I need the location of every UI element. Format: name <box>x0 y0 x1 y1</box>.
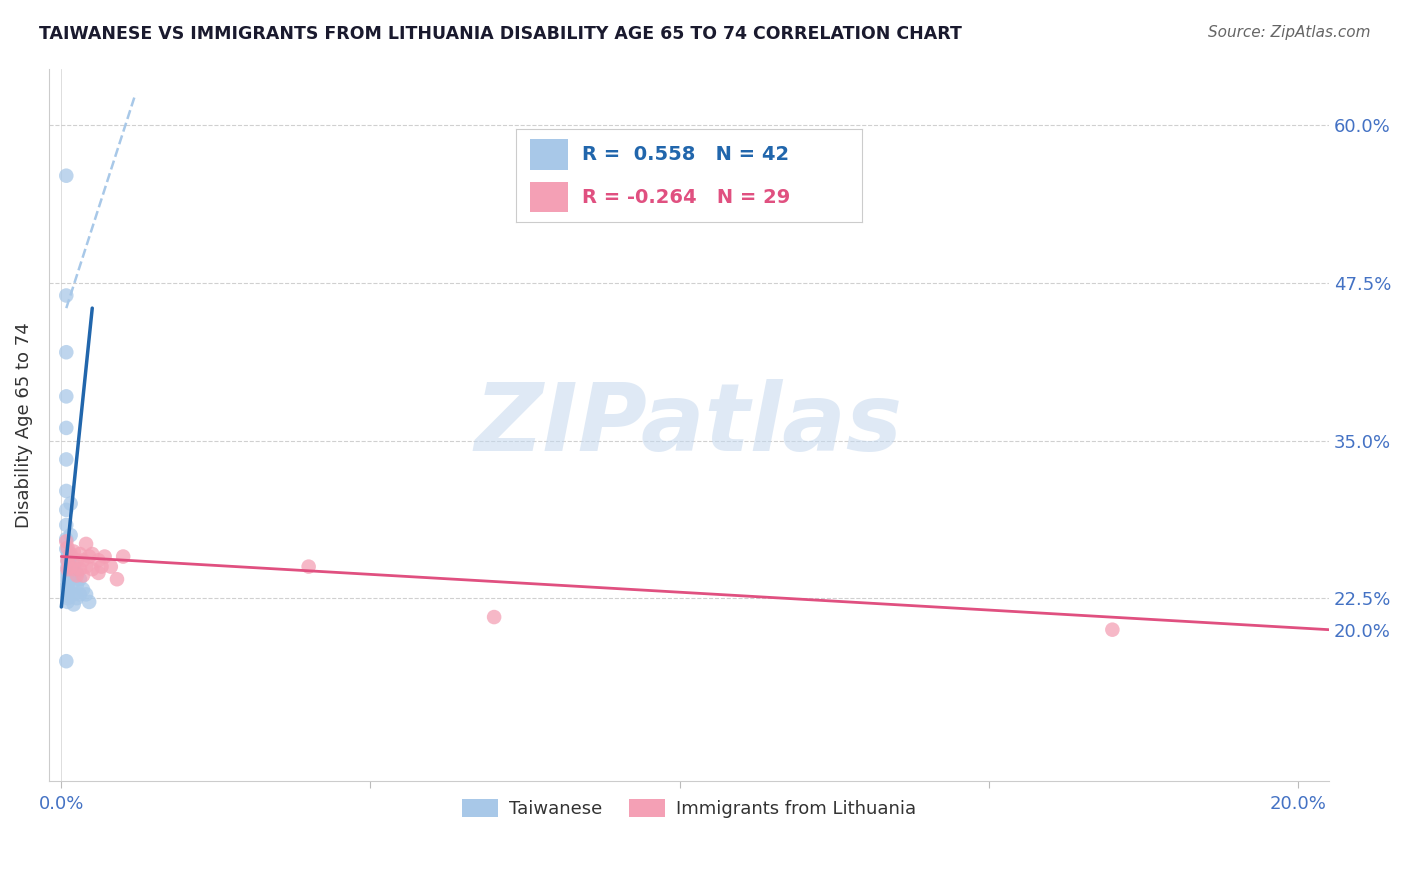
Point <box>55 288 77 302</box>
Point <box>66 568 89 582</box>
Point <box>69 587 91 601</box>
Point <box>59 497 82 511</box>
Point <box>90 559 112 574</box>
Point <box>100 559 122 574</box>
Point <box>75 587 97 601</box>
Point <box>62 557 84 571</box>
Point <box>62 544 84 558</box>
Point <box>69 572 91 586</box>
Text: Source: ZipAtlas.com: Source: ZipAtlas.com <box>1208 25 1371 40</box>
Point <box>69 562 91 576</box>
Point <box>66 553 89 567</box>
Point <box>55 389 77 403</box>
Point <box>77 549 100 564</box>
Point <box>55 169 77 183</box>
Point <box>62 562 84 576</box>
Point <box>77 595 100 609</box>
Point <box>55 421 77 435</box>
Point <box>56 576 79 591</box>
Point <box>56 578 79 592</box>
Point <box>56 572 79 586</box>
Point <box>82 547 104 561</box>
Point <box>56 541 79 555</box>
Point <box>56 549 79 564</box>
Legend: Taiwanese, Immigrants from Lithuania: Taiwanese, Immigrants from Lithuania <box>454 791 924 825</box>
Point <box>56 559 79 574</box>
Point <box>55 345 77 359</box>
Point <box>59 549 82 564</box>
Point <box>59 547 82 561</box>
Point <box>55 532 77 546</box>
Point <box>55 483 77 498</box>
Point <box>55 541 77 556</box>
Point <box>56 568 79 582</box>
Point <box>87 566 110 580</box>
Text: ZIPatlas: ZIPatlas <box>475 379 903 471</box>
Point <box>55 518 77 533</box>
Point <box>66 578 89 592</box>
Point <box>56 553 79 567</box>
Point <box>56 591 79 606</box>
Point <box>55 654 77 668</box>
Point <box>59 559 82 574</box>
Point <box>1101 623 1123 637</box>
Point <box>55 534 77 549</box>
Point <box>82 562 104 576</box>
Point <box>75 559 97 574</box>
Point <box>56 555 79 569</box>
Point <box>87 553 110 567</box>
Point <box>56 565 79 579</box>
Point <box>62 598 84 612</box>
Point <box>93 549 115 564</box>
Point <box>72 568 94 582</box>
Point <box>56 581 79 595</box>
Point <box>55 452 77 467</box>
Y-axis label: Disability Age 65 to 74: Disability Age 65 to 74 <box>15 322 32 528</box>
Point <box>59 568 82 582</box>
Point <box>56 586 79 600</box>
Point <box>66 591 89 606</box>
Point <box>56 583 79 598</box>
Point <box>72 553 94 567</box>
Point <box>298 559 321 574</box>
Point <box>66 566 89 580</box>
Point <box>69 547 91 561</box>
Point <box>55 503 77 517</box>
Point <box>56 589 79 603</box>
Point <box>56 595 79 609</box>
Point <box>62 587 84 601</box>
Point <box>62 574 84 589</box>
Point <box>59 528 82 542</box>
Point <box>72 582 94 597</box>
Point <box>112 549 135 564</box>
Text: TAIWANESE VS IMMIGRANTS FROM LITHUANIA DISABILITY AGE 65 TO 74 CORRELATION CHART: TAIWANESE VS IMMIGRANTS FROM LITHUANIA D… <box>39 25 962 43</box>
Point <box>105 572 128 586</box>
Point <box>482 610 505 624</box>
Point <box>56 562 79 576</box>
Point <box>75 537 97 551</box>
